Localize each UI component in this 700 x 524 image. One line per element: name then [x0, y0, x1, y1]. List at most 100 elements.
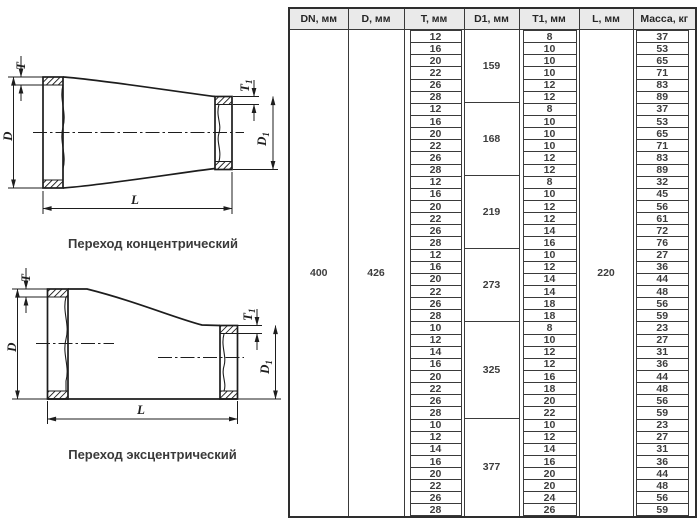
t1-value-cell: 12	[518, 430, 580, 443]
mass-value-cell: 65	[632, 127, 697, 140]
col-header-dn: DN, мм	[288, 7, 349, 30]
t1-value-cell: 18	[518, 297, 580, 310]
top-contour	[62, 76, 216, 98]
t-value-cell: 12	[403, 430, 465, 443]
table-row: 26 14 72	[289, 224, 697, 237]
mass-value-cell: 83	[632, 151, 697, 164]
table-row: 20 20 44	[289, 467, 697, 480]
dim-label-T1: T1	[240, 309, 257, 321]
t1-value-cell: 10	[518, 333, 580, 346]
dimension-T: T	[18, 268, 48, 313]
dim-label-T: T	[13, 61, 28, 70]
d1-value-cell: 325	[463, 320, 520, 420]
dimension-D1: D1	[233, 96, 278, 170]
d1-value-cell: 168	[463, 102, 520, 177]
mass-value-cell: 71	[632, 139, 697, 152]
t1-value-cell: 26	[518, 503, 580, 517]
wall-hatch	[47, 390, 69, 400]
mass-value-cell: 83	[632, 78, 697, 91]
table-row: 10 325 8 23	[289, 320, 697, 420]
dim-label-D: D	[0, 131, 15, 142]
table-row: 12 219 8 32	[289, 175, 697, 250]
t-value-cell: 22	[403, 479, 465, 492]
mass-value-cell: 59	[632, 503, 697, 517]
mass-value-cell: 44	[632, 272, 697, 285]
dim-label-T1: T1	[237, 80, 254, 92]
col-header-d1: D1, мм	[463, 7, 520, 30]
t-value-cell: 28	[403, 309, 465, 322]
col-header-d: D, мм	[347, 7, 405, 30]
t-value-cell: 16	[403, 114, 465, 128]
table-row: 20 16 44	[289, 369, 697, 383]
t-value-cell: 28	[403, 90, 465, 103]
t-value-cell: 26	[403, 78, 465, 91]
break-line	[222, 333, 226, 392]
drawings-panel: D T T1 D1	[0, 0, 288, 524]
mass-value-cell: 36	[632, 454, 697, 468]
table-row: 22 10 71	[289, 139, 697, 152]
t1-value-cell: 18	[518, 309, 580, 322]
col-header-t: T, мм	[403, 7, 465, 30]
mass-value-cell: 48	[632, 284, 697, 298]
t-value-cell: 20	[403, 272, 465, 285]
mass-value-cell: 89	[632, 90, 697, 103]
dn-value-cell: 400	[288, 29, 349, 517]
mass-value-cell: 31	[632, 345, 697, 358]
t1-value-cell: 20	[518, 394, 580, 407]
wall-hatch	[47, 288, 69, 298]
mass-value-cell: 23	[632, 418, 697, 431]
t-value-cell: 16	[403, 42, 465, 55]
mass-value-cell: 56	[632, 199, 697, 213]
table-row: 26 24 56	[289, 491, 697, 504]
d1-value-cell: 273	[463, 248, 520, 322]
t-value-cell: 28	[403, 503, 465, 517]
mass-value-cell: 37	[632, 102, 697, 115]
mass-value-cell: 44	[632, 369, 697, 383]
t-value-cell: 12	[403, 248, 465, 261]
t-value-cell: 28	[403, 163, 465, 176]
t-value-cell: 22	[403, 382, 465, 395]
mass-value-cell: 36	[632, 357, 697, 370]
t1-value-cell: 12	[518, 151, 580, 164]
mass-value-cell: 76	[632, 236, 697, 249]
table-body: 400 426 12 159 8 220 37 16 10 53 20 10 65 22 10 71 26 12 8…	[288, 28, 697, 518]
table-row: 22 10 71	[289, 66, 697, 79]
t1-value-cell: 16	[518, 236, 580, 249]
t-value-cell: 28	[403, 236, 465, 249]
t1-value-cell: 14	[518, 284, 580, 298]
t-value-cell: 16	[403, 187, 465, 200]
t-value-cell: 20	[403, 54, 465, 67]
table-row: 16 10 53	[289, 114, 697, 128]
t-value-cell: 16	[403, 260, 465, 273]
t1-value-cell: 10	[518, 127, 580, 140]
dimension-L: L	[42, 172, 233, 214]
table-row: 16 10 45	[289, 187, 697, 200]
t-value-cell: 26	[403, 224, 465, 237]
table-row: 26 18 56	[289, 297, 697, 310]
mass-value-cell: 59	[632, 406, 697, 419]
bottom-contour	[62, 167, 216, 189]
t1-value-cell: 8	[518, 102, 580, 115]
dim-label-T: T	[18, 273, 33, 282]
dimension-T1: T1	[233, 80, 259, 121]
table-row: 20 14 44	[289, 272, 697, 285]
t-value-cell: 12	[403, 102, 465, 115]
t-value-cell: 16	[403, 454, 465, 468]
break-line	[64, 296, 68, 391]
t-value-cell: 22	[403, 66, 465, 79]
table-row: 10 377 10 23	[289, 417, 697, 518]
table-row: 12 12 27	[289, 430, 697, 443]
table-header: DN, мм D, мм T, мм D1, мм T1, мм L, мм М…	[288, 7, 697, 30]
t1-value-cell: 12	[518, 212, 580, 225]
t-value-cell: 10	[403, 418, 465, 431]
t1-value-cell: 14	[518, 442, 580, 455]
t-value-cell: 20	[403, 127, 465, 140]
mass-value-cell: 56	[632, 394, 697, 407]
wall-hatch	[42, 179, 64, 189]
mass-value-cell: 71	[632, 66, 697, 79]
mass-value-cell: 53	[632, 114, 697, 128]
t1-value-cell: 10	[518, 66, 580, 79]
mass-value-cell: 44	[632, 467, 697, 480]
table-row: 26 12 83	[289, 151, 697, 164]
dim-label-D: D	[4, 342, 19, 353]
